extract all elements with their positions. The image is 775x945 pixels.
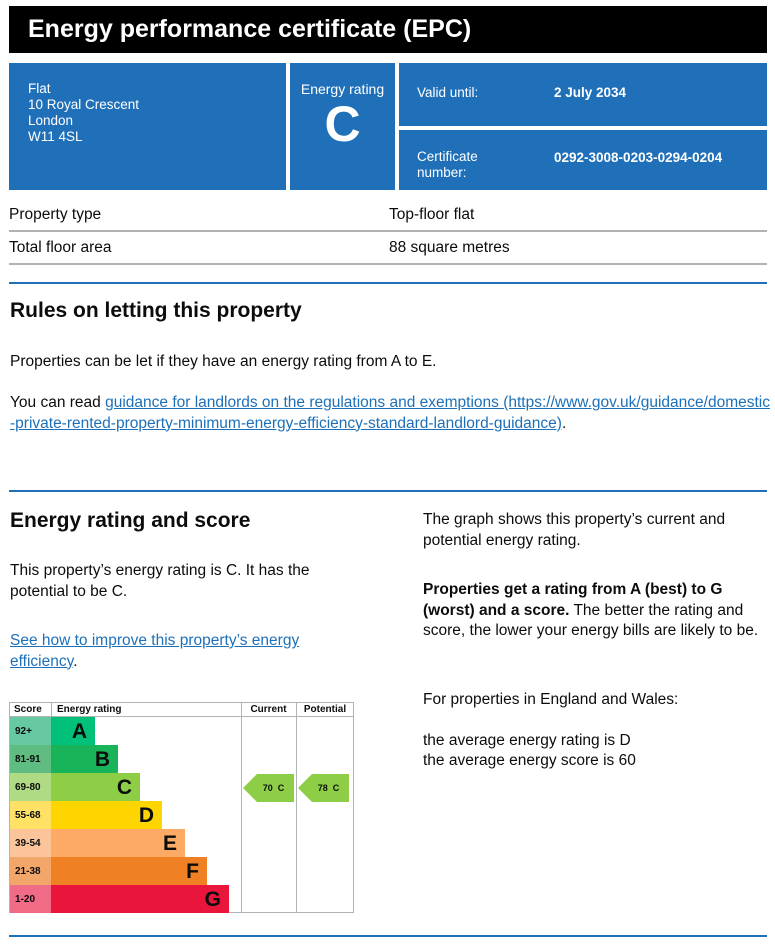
- energy-rating-label: Energy rating: [300, 81, 385, 97]
- floor-area-value: 88 square metres: [389, 239, 510, 256]
- address-block: Flat 10 Royal Crescent London W11 4SL: [9, 63, 286, 190]
- rating-text: This property’s energy rating is C. It h…: [10, 562, 310, 600]
- average-score: the average energy score is 60: [423, 752, 636, 769]
- address-line: W11 4SL: [28, 129, 83, 144]
- band-bar-D: D: [51, 801, 162, 829]
- band-bar-F: F: [51, 857, 207, 885]
- improve-suffix: .: [73, 652, 78, 670]
- rating-explanation-bold: Properties get a rating from A (best) to…: [423, 581, 723, 619]
- guidance-link[interactable]: guidance for landlords on the regulation…: [10, 394, 770, 432]
- address-line: 10 Royal Crescent: [28, 97, 140, 112]
- divider: [9, 935, 767, 937]
- rules-heading: Rules on letting this property: [10, 299, 302, 322]
- certificate-block: Certificate number: 0292-3008-0203-0294-…: [399, 130, 767, 190]
- guidance-suffix: .: [561, 414, 567, 432]
- header-score: Score: [10, 703, 51, 717]
- score-range-D: 55-68: [10, 801, 51, 829]
- score-range-B: 81-91: [10, 745, 51, 773]
- page-title: Energy performance certificate (EPC): [9, 6, 767, 53]
- divider: [51, 703, 52, 717]
- band-bar-B: B: [51, 745, 118, 773]
- rating-explanation-rest: The better the rating and score, the low…: [423, 601, 759, 640]
- graph-text: The graph shows this property’s current …: [423, 511, 726, 549]
- score-range-F: 21-38: [10, 857, 51, 885]
- energy-rating-chart: Score Energy rating Current Potential 92…: [9, 702, 354, 913]
- divider: [9, 282, 767, 284]
- property-type-value: Top-floor flat: [389, 206, 475, 223]
- score-range-C: 69-80: [10, 773, 51, 801]
- score-range-E: 39-54: [10, 829, 51, 857]
- potential-rating-arrow: 78 C: [298, 774, 349, 802]
- region-text: For properties in England and Wales:: [423, 691, 679, 708]
- valid-until-block: Valid until: 2 July 2034: [399, 63, 767, 126]
- band-bar-C: C: [51, 773, 140, 801]
- band-bar-G: G: [51, 885, 229, 913]
- valid-until-value: 2 July 2034: [554, 85, 627, 100]
- rating-explanation: Properties get a rating from A (best) to…: [423, 580, 768, 642]
- floor-area-row: Total floor area 88 square metres: [9, 233, 767, 265]
- rules-guidance: You can read guidance for landlords on t…: [10, 393, 770, 434]
- average-rating: the average energy rating is D: [423, 732, 631, 749]
- rules-text: Properties can be let if they have an en…: [10, 353, 437, 370]
- address-line: Flat: [28, 81, 51, 96]
- rating-heading: Energy rating and score: [10, 509, 251, 532]
- guidance-prefix: You can read: [10, 394, 106, 411]
- certificate-number: 0292-3008-0203-0294-0204: [554, 150, 723, 165]
- current-rating-arrow: 70 C: [243, 774, 294, 802]
- improve-link[interactable]: See how to improve this property’s energ…: [10, 632, 300, 670]
- band-bar-E: E: [51, 829, 185, 857]
- header-current: Current: [241, 703, 296, 717]
- header-energy-rating: Energy rating: [51, 703, 241, 717]
- energy-rating-block: Energy rating C: [290, 63, 395, 190]
- divider: [296, 703, 297, 912]
- improve-paragraph: See how to improve this property’s energ…: [10, 631, 350, 672]
- certificate-label: Certificate number:: [417, 149, 478, 180]
- score-range-G: 1-20: [10, 885, 51, 913]
- address-line: London: [28, 113, 74, 128]
- energy-rating-value: C: [324, 96, 361, 152]
- property-type-row: Property type Top-floor flat: [9, 200, 767, 232]
- valid-until-label: Valid until:: [417, 85, 479, 100]
- score-range-A: 92+: [10, 717, 51, 745]
- band-bar-A: A: [51, 717, 95, 745]
- floor-area-label: Total floor area: [9, 239, 112, 256]
- divider: [241, 703, 242, 912]
- header-potential: Potential: [296, 703, 354, 717]
- divider: [9, 490, 767, 492]
- property-type-label: Property type: [9, 206, 102, 223]
